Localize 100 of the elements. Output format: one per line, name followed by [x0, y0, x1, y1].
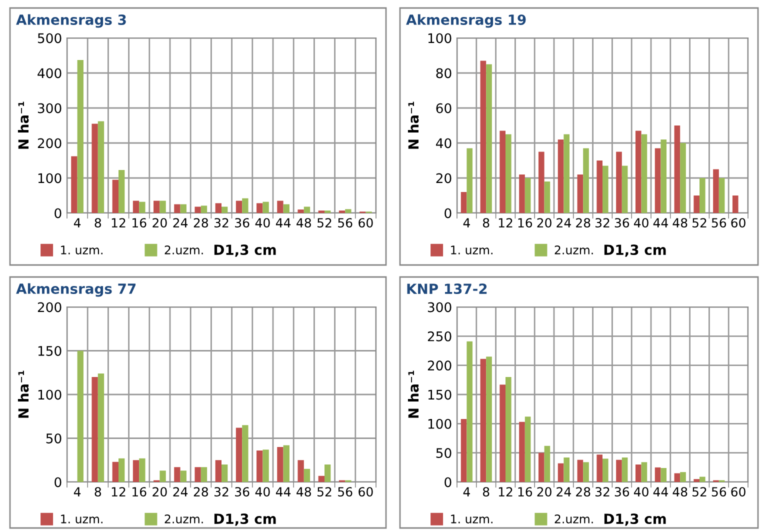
x-tick-label: 24 [173, 218, 188, 228]
x-tick-label: 40 [634, 487, 648, 497]
bar [194, 206, 201, 213]
y-tick-label: 200 [38, 302, 62, 312]
x-tick-label: 52 [692, 218, 706, 228]
x-tick-label: 32 [596, 218, 610, 228]
x-axis-title: D1,3 cm [214, 514, 276, 526]
bar [256, 203, 263, 213]
x-tick-label: 60 [731, 487, 746, 497]
x-tick-label: 28 [194, 218, 208, 228]
x-tick-label: 56 [712, 487, 726, 497]
bar [680, 472, 686, 482]
bar [200, 467, 208, 482]
x-tick-label: 48 [672, 487, 688, 497]
y-tick-label: 250 [428, 331, 452, 342]
bar [538, 152, 544, 213]
bar [674, 473, 680, 482]
y-tick-label: 300 [428, 302, 452, 312]
x-tick-label: 40 [255, 218, 270, 228]
x-tick-label: 12 [112, 218, 126, 228]
y-tick-label: 100 [428, 33, 452, 44]
bar [160, 470, 166, 482]
x-tick-label: 12 [112, 487, 126, 496]
bar [318, 476, 324, 482]
legend-label: 2.uzm. [164, 514, 203, 524]
x-tick-label: 16 [518, 487, 532, 497]
x-tick-label: 16 [518, 218, 532, 228]
bar [700, 476, 706, 482]
y-axis-title: N ha⁻¹ [408, 102, 419, 149]
x-tick-label: 12 [498, 487, 512, 496]
bar [616, 152, 622, 213]
x-tick-label: 32 [596, 487, 610, 497]
bar [139, 202, 146, 213]
bar [92, 377, 98, 482]
bar [564, 458, 570, 482]
y-axis-title: N ha⁻¹ [18, 370, 29, 418]
bar [500, 130, 506, 213]
x-tick-label: 36 [614, 218, 630, 228]
bar [132, 200, 140, 213]
x-tick-label: 48 [672, 218, 688, 228]
bar [132, 460, 140, 482]
y-tick-label: 0 [54, 208, 62, 218]
y-tick-label: 20 [436, 173, 452, 184]
bar [118, 458, 125, 482]
x-tick-label: 60 [731, 218, 746, 228]
bar [345, 209, 352, 213]
bar [544, 446, 550, 482]
bar [544, 182, 550, 213]
bar [713, 169, 719, 213]
y-axis-title: N ha⁻¹ [18, 102, 29, 149]
x-tick-label: 32 [214, 218, 228, 228]
bar [222, 206, 228, 213]
bar [486, 64, 492, 213]
x-axis-title: D1,3 cm [604, 514, 666, 526]
x-tick-label: 52 [318, 218, 332, 228]
bar [112, 180, 118, 213]
x-tick-label: 8 [482, 487, 490, 497]
bar [622, 458, 628, 482]
bar [602, 166, 608, 213]
bar [298, 210, 304, 213]
legend-label: 1. uzm. [451, 514, 492, 524]
bar [277, 447, 284, 482]
bar [694, 196, 700, 213]
bar [77, 60, 84, 213]
x-tick-label: 4 [74, 487, 81, 496]
x-tick-label: 56 [338, 218, 352, 228]
bar [700, 178, 706, 213]
bar [622, 166, 628, 213]
legend-label: 2.uzm. [554, 514, 593, 524]
bar [236, 428, 242, 482]
bar [324, 464, 331, 482]
y-tick-label: 60 [436, 103, 452, 114]
bar [283, 445, 290, 482]
chart-title: KNP 137-2 [407, 284, 487, 294]
bar [583, 148, 589, 213]
y-tick-label: 500 [38, 33, 62, 44]
y-tick-label: 80 [436, 68, 452, 78]
bar [194, 467, 201, 482]
bar [236, 200, 242, 213]
y-tick-label: 150 [428, 390, 452, 400]
y-tick-label: 200 [428, 360, 452, 371]
y-tick-label: 200 [38, 138, 62, 148]
y-tick-label: 300 [38, 103, 62, 114]
bar [277, 200, 284, 213]
y-tick-label: 40 [436, 138, 452, 148]
x-tick-label: 20 [152, 218, 167, 228]
bar [524, 178, 531, 213]
bar [215, 460, 222, 482]
x-tick-label: 8 [94, 218, 102, 228]
x-tick-label: 4 [463, 218, 470, 228]
x-tick-label: 56 [338, 487, 352, 497]
bar [680, 143, 686, 213]
bar [242, 425, 248, 482]
bar [602, 458, 608, 482]
bar [304, 468, 310, 482]
bar [256, 450, 263, 482]
bar [304, 206, 310, 213]
bar [222, 464, 228, 482]
bar [564, 134, 570, 213]
x-tick-label: 36 [235, 218, 250, 228]
